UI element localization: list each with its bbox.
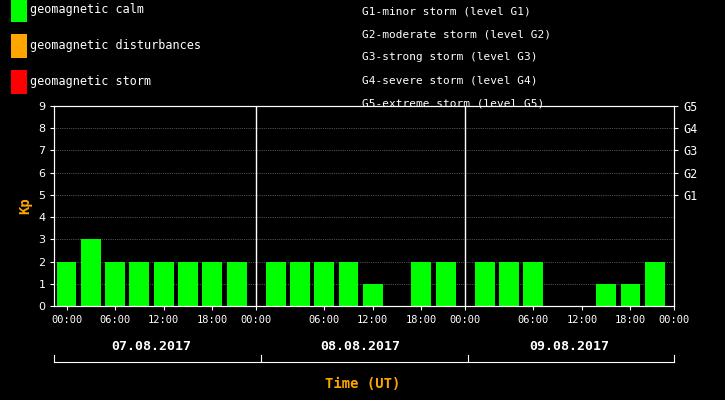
Bar [57, 262, 77, 306]
Text: 07.08.2017: 07.08.2017 [112, 340, 191, 352]
Bar [227, 262, 247, 306]
Text: 08.08.2017: 08.08.2017 [320, 340, 401, 352]
Text: G1-minor storm (level G1): G1-minor storm (level G1) [362, 6, 531, 16]
Bar [412, 262, 431, 306]
Bar [621, 284, 640, 306]
Bar [596, 284, 616, 306]
Bar [178, 262, 198, 306]
Bar [339, 262, 358, 306]
Text: 09.08.2017: 09.08.2017 [530, 340, 610, 352]
Bar [265, 262, 286, 306]
Text: G5-extreme storm (level G5): G5-extreme storm (level G5) [362, 99, 544, 109]
Bar [81, 239, 101, 306]
Text: G3-strong storm (level G3): G3-strong storm (level G3) [362, 52, 538, 62]
Bar [475, 262, 494, 306]
Bar [499, 262, 519, 306]
Text: geomagnetic calm: geomagnetic calm [30, 4, 144, 16]
Bar [436, 262, 456, 306]
Text: Time (UT): Time (UT) [325, 377, 400, 391]
Bar [314, 262, 334, 306]
Bar [105, 262, 125, 306]
Bar [202, 262, 223, 306]
Text: geomagnetic disturbances: geomagnetic disturbances [30, 40, 202, 52]
Text: G2-moderate storm (level G2): G2-moderate storm (level G2) [362, 29, 552, 39]
Text: G4-severe storm (level G4): G4-severe storm (level G4) [362, 76, 538, 86]
Y-axis label: Kp: Kp [19, 198, 33, 214]
Bar [645, 262, 665, 306]
Bar [523, 262, 543, 306]
Text: geomagnetic storm: geomagnetic storm [30, 76, 152, 88]
Bar [130, 262, 149, 306]
Bar [154, 262, 174, 306]
Bar [290, 262, 310, 306]
Bar [362, 284, 383, 306]
